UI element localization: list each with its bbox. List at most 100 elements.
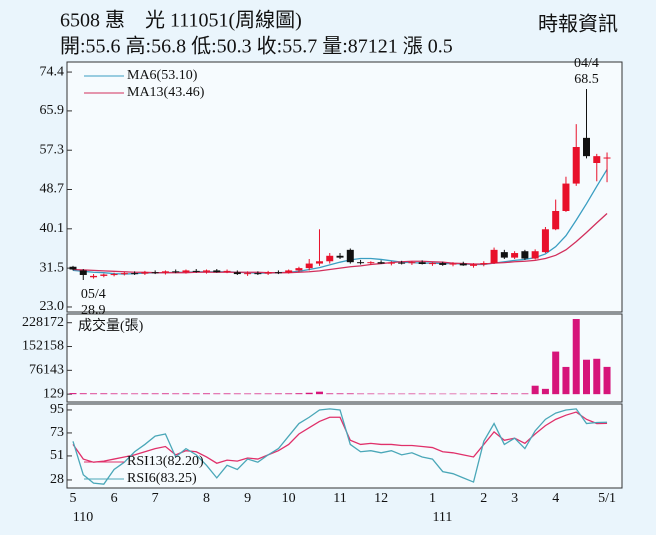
- y-tick-label: 31.5: [40, 260, 65, 275]
- candle-body: [428, 263, 436, 265]
- candle-body: [418, 262, 426, 265]
- candle-body: [593, 156, 601, 164]
- candle-body: [305, 263, 313, 269]
- y-tick-label: 23.0: [40, 299, 65, 314]
- x-tick-label: 5/1: [598, 491, 616, 506]
- candle-body: [285, 270, 293, 273]
- volume-bar: [387, 393, 395, 395]
- candle-body: [336, 255, 344, 258]
- volume-bar: [459, 393, 467, 395]
- x-tick-label: 1: [429, 491, 436, 506]
- candle-body: [357, 262, 365, 264]
- candle-body: [223, 270, 231, 272]
- candle-body: [583, 137, 590, 157]
- volume-bar: [470, 393, 478, 395]
- legend-label: RSI6(83.25): [127, 471, 197, 486]
- volume-bar: [531, 385, 539, 395]
- candle-body: [459, 263, 467, 266]
- line: [72, 212, 608, 274]
- x-tick-label: 7: [152, 491, 159, 506]
- volume-bar: [223, 393, 231, 395]
- volume-bar: [120, 393, 128, 395]
- volume-bar: [336, 393, 344, 395]
- line: [72, 411, 608, 464]
- candle-body: [110, 274, 118, 276]
- title: 6508 惠 光 111051(周線圖): [60, 9, 302, 32]
- volume-bar: [305, 392, 313, 395]
- volume-bar: [418, 393, 426, 395]
- candle-body: [572, 147, 580, 184]
- candle-body: [367, 262, 375, 264]
- volume-bar: [521, 393, 529, 395]
- y-tick-label: 74.4: [40, 64, 65, 79]
- volume-bar: [244, 393, 252, 395]
- candle-body: [254, 273, 262, 275]
- y-tick-label: 73: [50, 425, 64, 440]
- candle-body: [377, 262, 385, 264]
- y-tick-label: 40.1: [40, 221, 65, 236]
- volume-bar: [326, 393, 334, 395]
- candle-body: [562, 183, 570, 211]
- x-tick-label: 10: [282, 491, 296, 506]
- quote: 開:55.6 高:56.8 低:50.3 收:55.7 量:87121 漲 0.…: [60, 35, 453, 58]
- candle-body: [521, 251, 529, 259]
- volume-bar: [69, 393, 77, 395]
- volume-bar: [254, 393, 262, 395]
- volume-bar: [151, 393, 159, 395]
- x-tick-label: 6: [111, 491, 118, 506]
- volume-bar: [90, 393, 98, 395]
- candle-body: [500, 252, 508, 258]
- volume-bar: [398, 393, 406, 395]
- volume-bar: [182, 393, 190, 395]
- x-year-label: 110: [73, 510, 93, 525]
- candle-body: [439, 263, 447, 265]
- x-tick-label: 12: [374, 491, 388, 506]
- y-tick-label: 95: [50, 402, 64, 417]
- candle-body: [490, 249, 498, 264]
- annotation-value: 68.5: [574, 72, 599, 87]
- y-tick-label: 129: [43, 386, 64, 401]
- x-tick-label: 2: [480, 491, 487, 506]
- volume-bar: [172, 393, 180, 395]
- y-tick-label: 57.3: [40, 142, 65, 157]
- volume-bar: [490, 393, 498, 395]
- candle-body: [120, 273, 128, 275]
- candle-body: [69, 266, 77, 270]
- candle-body: [244, 273, 252, 275]
- x-tick-label: 9: [244, 491, 251, 506]
- volume-bar: [233, 393, 241, 395]
- candle-body: [172, 271, 180, 273]
- source: 時報資訊: [538, 13, 618, 36]
- candle-body: [603, 157, 611, 159]
- volume-bar: [552, 351, 560, 395]
- candle-body: [315, 261, 323, 264]
- volume-bar: [408, 393, 416, 395]
- volume-bar: [562, 366, 570, 395]
- candle-body: [480, 263, 488, 265]
- candle-body: [541, 229, 549, 253]
- volume-bar: [264, 393, 272, 395]
- x-year-label: 111: [432, 510, 452, 525]
- volume-bar: [203, 393, 211, 395]
- volume-bar: [295, 393, 303, 395]
- y-tick-label: 48.7: [40, 182, 65, 197]
- y-tick-label: 28: [50, 472, 64, 487]
- candle-body: [326, 255, 334, 262]
- rsi-panel: [66, 403, 623, 489]
- candle-body: [470, 264, 478, 266]
- annotation-date: 04/4: [574, 56, 599, 71]
- volume-bar: [346, 393, 354, 395]
- volume-bar: [480, 393, 488, 395]
- volume-bar: [439, 393, 447, 395]
- candle-body: [141, 272, 149, 274]
- volume-bar: [213, 393, 221, 395]
- candle-body: [398, 262, 406, 264]
- candle-body: [531, 251, 539, 259]
- volume-bar: [541, 388, 549, 395]
- candle-body: [295, 268, 303, 271]
- volume-bar: [377, 393, 385, 395]
- candle-body: [346, 249, 354, 263]
- candle-body: [100, 274, 108, 276]
- x-tick-label: 8: [203, 491, 210, 506]
